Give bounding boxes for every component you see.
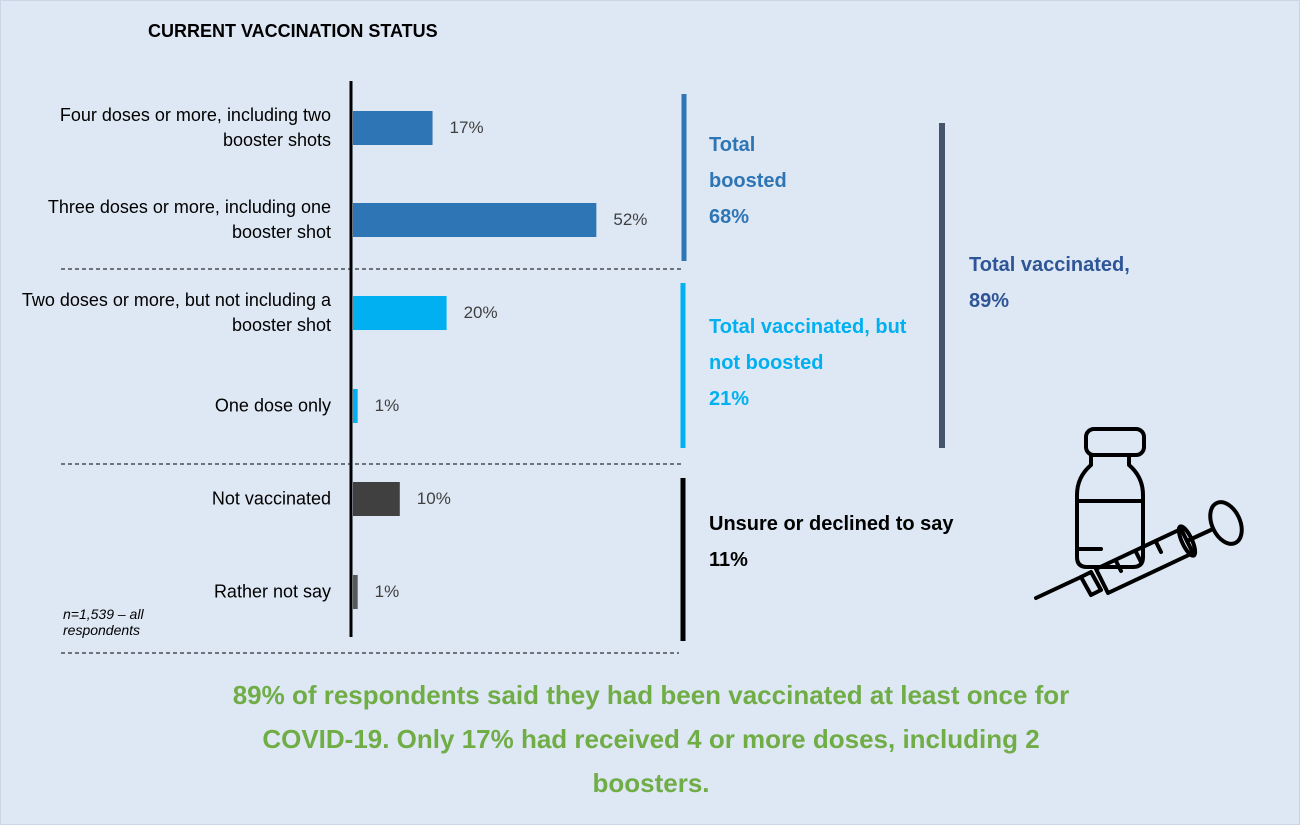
value-label: 1% <box>375 396 400 416</box>
value-label: 52% <box>613 210 647 230</box>
value-label: 20% <box>464 303 498 323</box>
group-value: 68% <box>709 199 819 235</box>
bar <box>353 111 433 145</box>
bar <box>353 203 596 237</box>
footer: 89% of respondents said they had been va… <box>201 673 1101 805</box>
group-text: Total vaccinated, but not boosted <box>709 309 939 381</box>
vaccine-icon <box>1036 429 1248 598</box>
note: n=1,539 – all respondents <box>63 606 183 638</box>
group-value: 89% <box>969 283 1189 319</box>
value-label: 17% <box>450 118 484 138</box>
group-label: Total vaccinated,89% <box>969 247 1189 319</box>
bar <box>353 389 358 423</box>
group-value: 11% <box>709 542 959 578</box>
bar <box>353 482 400 516</box>
group-text: Total vaccinated, <box>969 247 1189 283</box>
group-text: Total boosted <box>709 127 819 199</box>
group-value: 21% <box>709 381 939 417</box>
chart-title: CURRENT VACCINATION STATUS <box>148 21 438 42</box>
value-label: 1% <box>375 582 400 602</box>
page: CURRENT VACCINATION STATUS n=1,539 – all… <box>0 0 1300 825</box>
value-label: 10% <box>417 489 451 509</box>
category-label: Rather not say <box>21 580 331 605</box>
category-label: One dose only <box>21 394 331 419</box>
bar <box>353 296 447 330</box>
category-label: Four doses or more, including two booste… <box>21 103 331 153</box>
group-text: Unsure or declined to say <box>709 506 959 542</box>
category-label: Two doses or more, but not including a b… <box>21 288 331 338</box>
bar <box>353 575 358 609</box>
category-label: Not vaccinated <box>21 487 331 512</box>
category-label: Three doses or more, including one boost… <box>21 195 331 245</box>
